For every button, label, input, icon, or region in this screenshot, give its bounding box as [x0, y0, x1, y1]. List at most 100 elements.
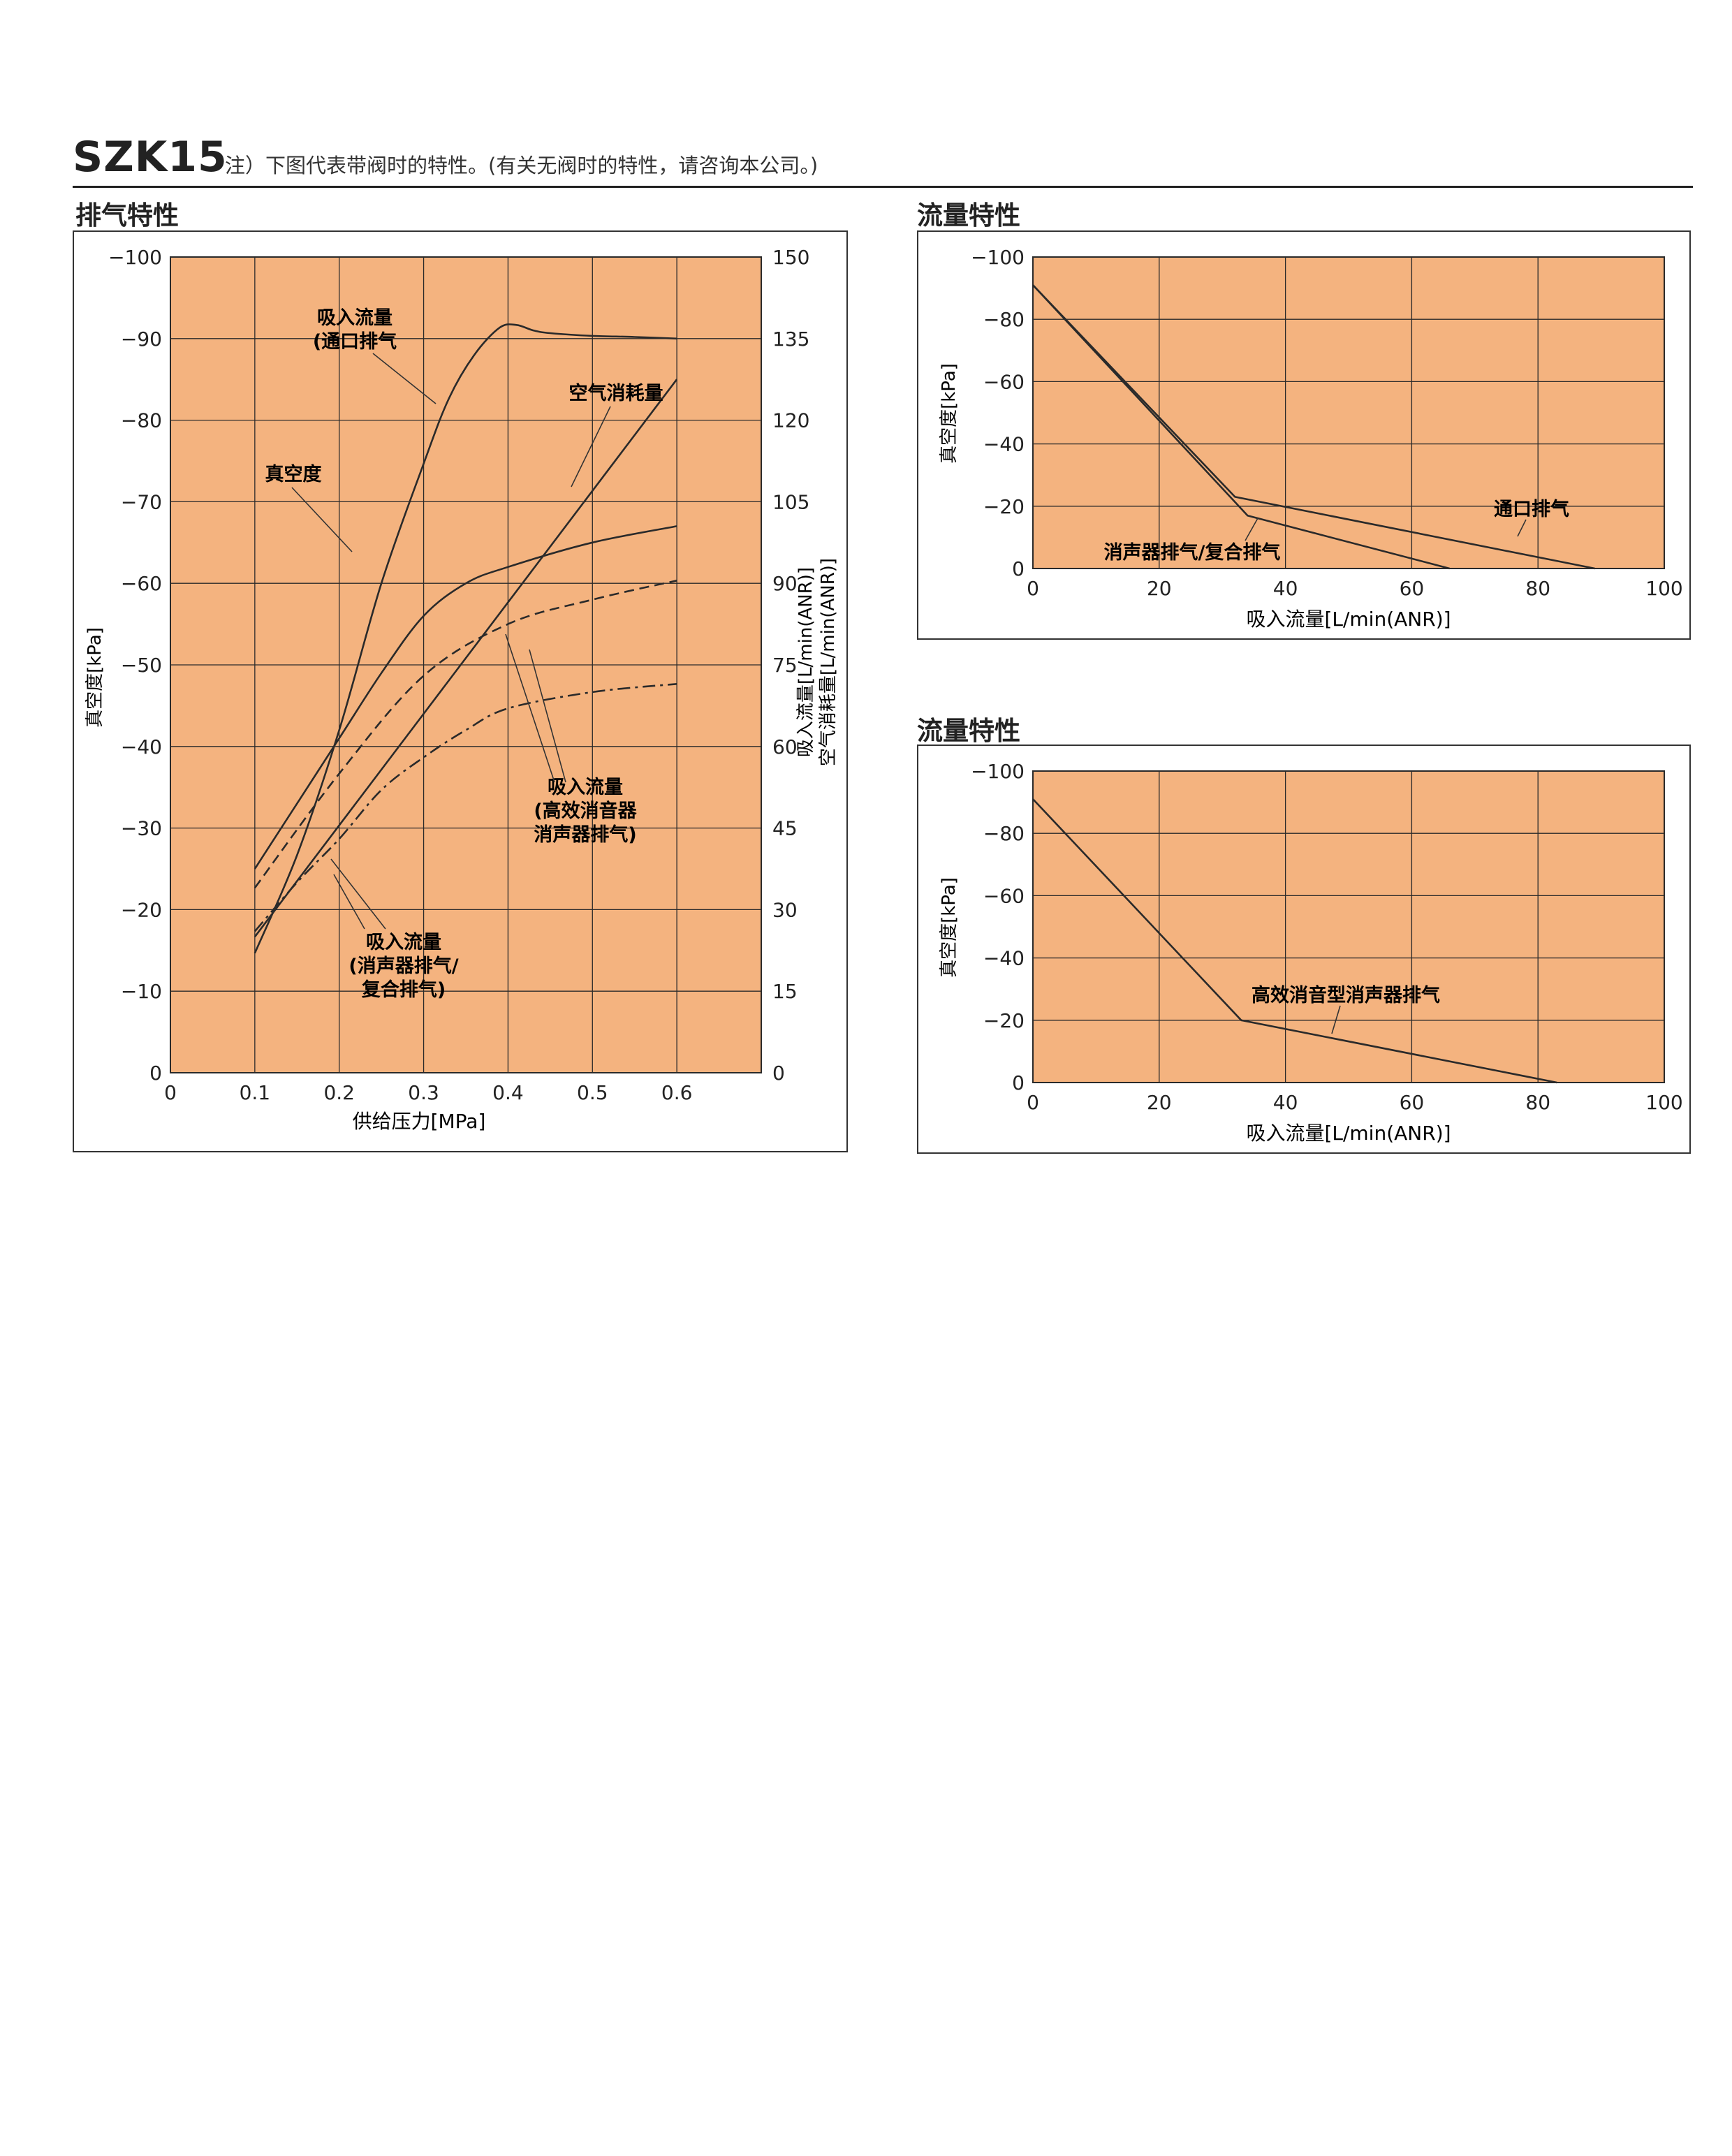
label-suction-silencer-3: 复合排气): [362, 978, 446, 1001]
flow2-y-tick-label: −40: [983, 947, 1025, 970]
exhaust-right-axis-label-1: 吸入流量[L/min(ANR)]: [795, 567, 816, 757]
label-suction-port-2: (通口排气: [313, 331, 397, 353]
flow1-x-tick-label: 100: [1645, 577, 1682, 600]
exhaust-right-tick-label: 75: [772, 654, 798, 677]
exhaust-frame: [73, 230, 848, 1152]
flow1-y-tick-label: −80: [983, 308, 1025, 331]
exhaust-series-line-1: [254, 379, 678, 938]
flow1-section-title: 流量特性: [917, 200, 1020, 230]
flow1-y-tick-label: −20: [983, 495, 1025, 518]
flow2-y-tick-label: −100: [971, 760, 1025, 783]
flow2-y-tick-label: −80: [983, 822, 1025, 845]
exhaust-series-line-3: [254, 580, 677, 889]
flow2-plot: 0 20 40 60 80 100 0 −20 −40 −60 −80 −100: [971, 760, 1683, 1114]
flow1-y-tick-label: −40: [983, 433, 1025, 456]
exhaust-y-tick-label: −40: [121, 735, 162, 758]
flow2-x-tick-label: 100: [1645, 1091, 1682, 1114]
flow1-y-axis-label: 真空度[kPa]: [939, 363, 960, 464]
label-suction-silencer-2: (消声器排气/: [348, 955, 458, 977]
model-title: SZK15: [73, 133, 228, 182]
flow1-plot-area: [1032, 256, 1665, 569]
exhaust-right-tick-label: 150: [772, 246, 809, 269]
label-flow1-silencer: 消声器排气/复合排气: [1104, 541, 1281, 564]
exhaust-right-tick-label: 135: [772, 328, 809, 351]
flow2-series-line-0: [1032, 798, 1557, 1084]
flow1-y-tick-label: 0: [1012, 557, 1025, 580]
label-flow2-high-eff: 高效消音型消声器排气: [1252, 984, 1440, 1006]
exhaust-y-tick-label: −60: [121, 572, 162, 595]
flow2-plot-area: [1032, 770, 1665, 1083]
exhaust-leaders: [291, 353, 611, 930]
flow2-y-axis-label: 真空度[kPa]: [939, 877, 960, 978]
flow2-y-tick-label: 0: [1012, 1071, 1025, 1094]
exhaust-plot: 0 0.1 0.2 0.3 0.4 0.5 0.6 0 −10 −20 −30 −40 −50 −60 −7…: [108, 246, 809, 1104]
label-suction-high-eff-3: 消声器排气): [534, 824, 636, 846]
page-header: SZK15 注）下图代表带阀时的特性。(有关无阀时的特性，请咨询本公司。): [73, 133, 1693, 188]
exhaust-x-tick-label: 0.5: [577, 1081, 608, 1104]
flow1-x-tick-label: 20: [1147, 577, 1172, 600]
label-suction-silencer-1: 吸入流量: [366, 932, 441, 953]
flow2-y-tick-label: −60: [983, 884, 1025, 907]
exhaust-y-tick-label: −90: [121, 328, 162, 351]
exhaust-right-axis-label-2: 空气消耗量[L/min(ANR)]: [818, 558, 839, 766]
exhaust-left-axis-label: 真空度[kPa]: [85, 627, 105, 728]
flow1-x-tick-label: 80: [1525, 577, 1550, 600]
flow2-x-tick-label: 60: [1400, 1091, 1425, 1114]
exhaust-right-tick-label: 45: [772, 817, 798, 840]
flow1-frame: [917, 230, 1691, 640]
exhaust-y-tick-label: −50: [121, 654, 162, 677]
flow1-y-tick-label: −60: [983, 370, 1025, 393]
exhaust-x-tick-label: 0.6: [661, 1081, 693, 1104]
flow1-x-axis-label: 吸入流量[L/min(ANR)]: [1246, 608, 1451, 631]
exhaust-right-tick-label: 60: [772, 735, 798, 758]
flow-characteristics-chart-1: 0 20 40 60 80 100 0 −20 −40 −60 −80 −100 吸入流量[L/min…: [917, 230, 1691, 640]
exhaust-x-tick-label: 0.2: [323, 1081, 355, 1104]
label-suction-high-eff-2: (高效消音器: [534, 800, 637, 822]
flow1-x-tick-label: 60: [1400, 577, 1425, 600]
flow1-labels: 吸入流量[L/min(ANR)] 真空度[kPa] 通口排气 消声器排气/复合排…: [939, 363, 1569, 631]
flow2-x-axis-label: 吸入流量[L/min(ANR)]: [1246, 1122, 1451, 1145]
label-suction-high-eff-1: 吸入流量: [548, 777, 623, 798]
label-flow1-port: 通口排气: [1494, 499, 1569, 520]
exhaust-labels: 供给压力[MPa] 真空度[kPa] 吸入流量[L/min(ANR)] 空气消耗…: [85, 307, 839, 1133]
label-suction-port-1: 吸入流量: [317, 307, 392, 329]
exhaust-x-tick-label: 0.1: [240, 1081, 271, 1104]
exhaust-x-tick-label: 0.3: [408, 1081, 439, 1104]
label-vacuum: 真空度: [265, 463, 322, 485]
exhaust-right-tick-label: 90: [772, 572, 798, 595]
exhaust-x-axis-label: 供给压力[MPa]: [353, 1110, 486, 1133]
exhaust-right-tick-label: 120: [772, 409, 809, 432]
exhaust-y-tick-label: −70: [121, 490, 162, 513]
exhaust-series-line-0: [254, 525, 677, 870]
exhaust-characteristics-chart: 0 0.1 0.2 0.3 0.4 0.5 0.6 0 −10 −20 −30 −40 −50 −60 −7…: [73, 230, 848, 1152]
exhaust-y-tick-label: 0: [149, 1062, 162, 1085]
flow-characteristics-chart-2: 0 20 40 60 80 100 0 −20 −40 −60 −80 −100 吸入流量[L/min…: [917, 745, 1691, 1154]
exhaust-y-tick-label: −100: [108, 246, 162, 269]
exhaust-series-line-2: [254, 323, 677, 954]
flow1-plot: 0 20 40 60 80 100 0 −20 −40 −60 −80 −100: [971, 246, 1683, 600]
flow2-x-tick-label: 20: [1147, 1091, 1172, 1114]
header-note: 注）下图代表带阀时的特性。(有关无阀时的特性，请咨询本公司。): [225, 154, 819, 177]
exhaust-x-tick-label: 0: [164, 1081, 177, 1104]
exhaust-y-tick-label: −30: [121, 817, 162, 840]
flow2-labels: 吸入流量[L/min(ANR)] 真空度[kPa] 高效消音型消声器排气: [939, 877, 1451, 1145]
exhaust-series-line-4: [254, 683, 677, 932]
flow1-series-line-0: [1032, 284, 1595, 570]
exhaust-section-title: 排气特性: [75, 200, 179, 230]
flow1-y-tick-label: −100: [971, 246, 1025, 269]
flow1-leaders: [1245, 518, 1527, 541]
flow2-section-title: 流量特性: [917, 716, 1020, 746]
flow1-x-tick-label: 0: [1027, 577, 1039, 600]
exhaust-right-tick-label: 0: [772, 1062, 785, 1085]
exhaust-right-tick-label: 30: [772, 898, 798, 921]
flow2-x-tick-label: 40: [1273, 1091, 1298, 1114]
flow2-leaders: [1331, 1005, 1341, 1034]
exhaust-right-tick-label: 15: [772, 980, 798, 1003]
exhaust-y-tick-label: −80: [121, 409, 162, 432]
exhaust-right-tick-label: 105: [772, 490, 809, 513]
flow2-frame: [917, 745, 1691, 1154]
flow2-y-tick-label: −20: [983, 1009, 1025, 1032]
flow2-x-tick-label: 0: [1027, 1091, 1039, 1114]
flow1-x-tick-label: 40: [1273, 577, 1298, 600]
exhaust-y-tick-label: −10: [121, 980, 162, 1003]
